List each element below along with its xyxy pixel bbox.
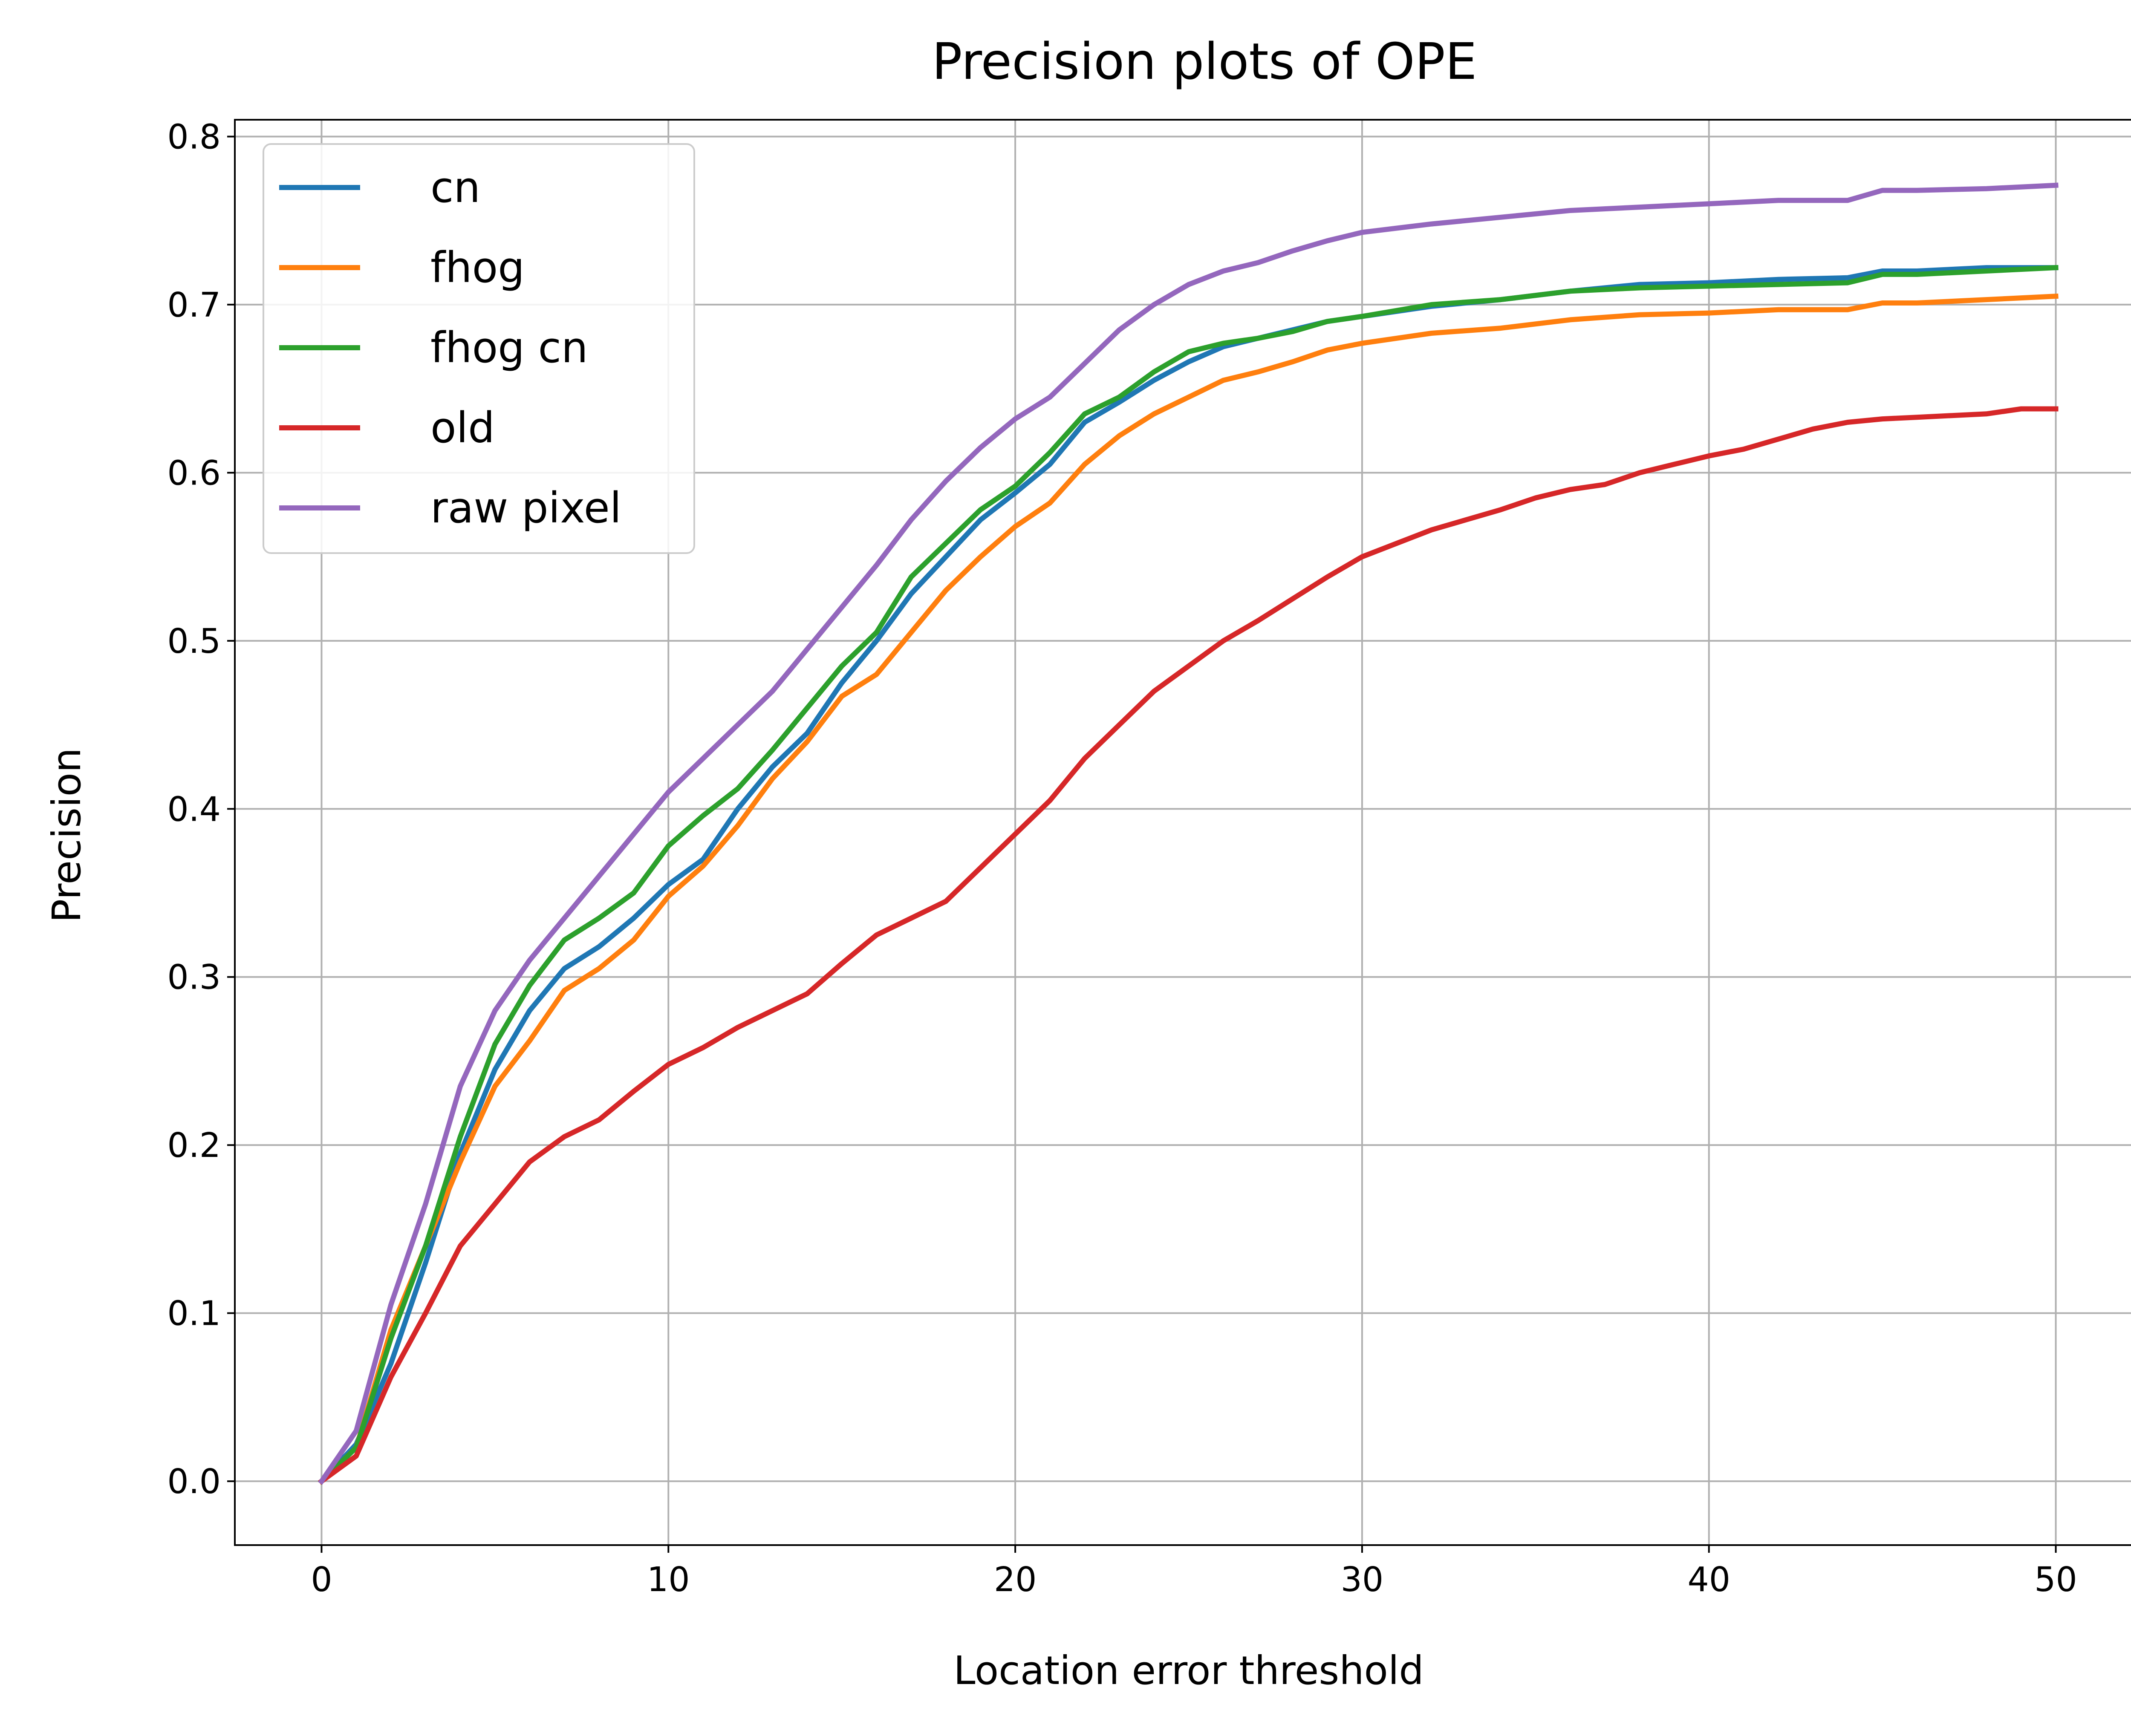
x-tick-label: 40 [1687,1560,1730,1599]
y-tick-label: 0.8 [167,117,221,156]
series-line-raw-pixel [318,182,2059,1485]
series-line-fhog-cn [318,265,2059,1485]
legend-label: fhog [430,243,525,292]
y-tick-label: 0.2 [167,1126,221,1165]
series-lines [318,182,2059,1485]
legend-label: cn [430,163,480,212]
x-tick-label: 20 [994,1560,1037,1599]
y-tick-label: 0.5 [167,622,221,661]
x-tick-label: 0 [311,1560,332,1599]
plot-frame [234,119,2131,1546]
x-tick-label: 30 [1341,1560,1384,1599]
x-axis-ticks: 0 10 20 30 40 50 [311,1545,2077,1599]
legend-label: old [430,404,495,453]
y-tick-label: 0.7 [167,285,221,325]
chart-title: Precision plots of OPE [932,32,1477,91]
series-line-fhog [318,293,2059,1485]
x-tick-label: 50 [2034,1560,2077,1599]
series-line-old [318,406,2059,1485]
y-tick-label: 0.4 [167,790,221,829]
legend: cn fhog fhog cn old raw pixel [263,143,695,554]
y-axis-ticks: 0.0 0.1 0.2 0.3 0.4 0.5 0.6 0.7 0.8 [167,117,235,1501]
x-tick-label: 10 [647,1560,690,1599]
y-tick-label: 0.0 [167,1462,221,1501]
y-tick-label: 0.1 [167,1294,221,1333]
x-axis-label: Location error threshold [953,1648,1424,1693]
y-tick-label: 0.6 [167,453,221,493]
y-axis-label: Precision [44,748,90,923]
y-tick-label: 0.3 [167,958,221,997]
series-line-cn [318,265,2059,1485]
legend-box [263,143,695,554]
legend-label: fhog cn [430,323,588,372]
legend-label: raw pixel [430,484,621,533]
